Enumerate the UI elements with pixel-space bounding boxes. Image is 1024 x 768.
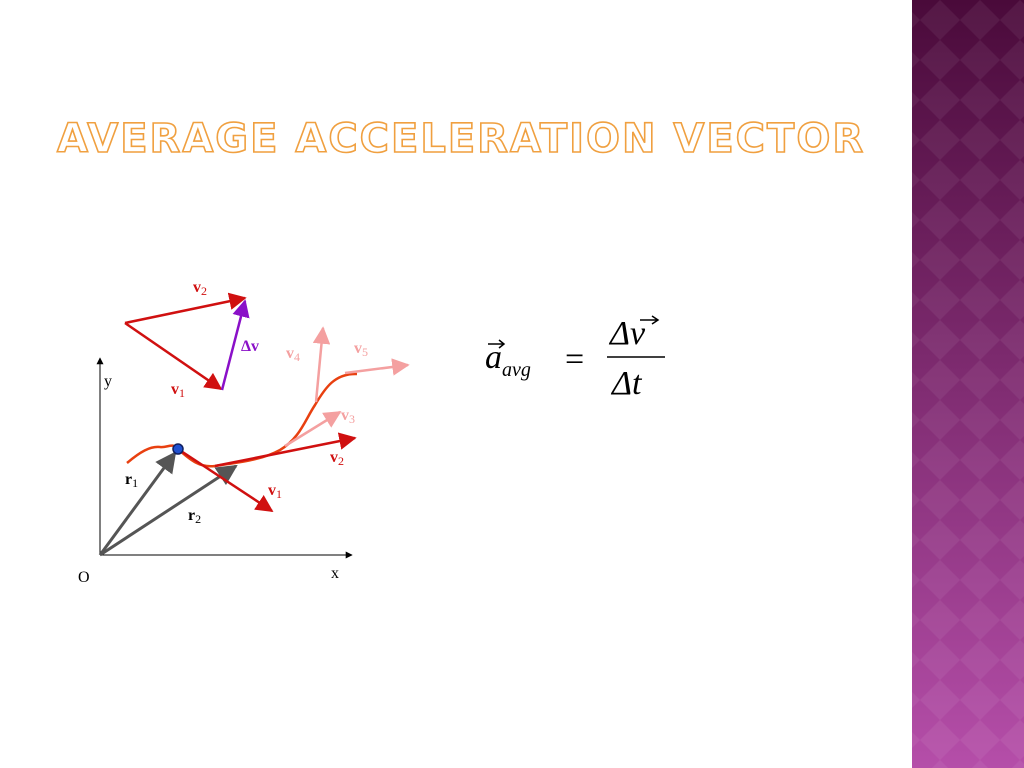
label: v1	[268, 482, 282, 501]
label: v2	[330, 449, 344, 468]
v3-vector	[284, 410, 342, 448]
formula-equals: =	[565, 341, 584, 378]
origin-label: O	[78, 569, 90, 586]
formula-numerator: Δv	[608, 315, 646, 352]
delta-v-vector	[220, 299, 250, 391]
axis-label: x	[331, 565, 339, 582]
v2-vector	[214, 432, 357, 468]
vector-arrow	[640, 315, 660, 325]
slide-title: AVERAGE ACCELERATION VECTOR	[57, 116, 865, 162]
r2-vector	[99, 464, 238, 557]
side-pattern	[912, 0, 1024, 768]
label: v4	[286, 345, 300, 364]
label: v2	[193, 279, 207, 298]
label: r1	[125, 471, 138, 490]
v2-copy	[124, 292, 247, 325]
v5-vector	[344, 358, 410, 376]
label: r2	[188, 507, 201, 526]
diagram: v2 Δv v1 v4 v5 v3 v2 v1 y r1 r2 O x	[78, 279, 410, 586]
vector-arrow	[488, 339, 506, 349]
v4-vector	[312, 326, 331, 403]
label: v3	[341, 407, 355, 426]
v1-copy	[124, 321, 223, 391]
label: Δv	[241, 338, 259, 355]
particle	[172, 443, 184, 455]
label: v1	[171, 381, 185, 400]
r1-vector	[98, 451, 177, 556]
formula-symbol: aavg	[485, 339, 531, 381]
v1-vector	[177, 447, 274, 513]
formula-denominator: Δt	[610, 365, 643, 402]
label: v5	[354, 340, 368, 359]
trajectory	[126, 372, 358, 468]
axis-label: y	[104, 373, 112, 390]
formula: aavg = Δv Δt	[485, 315, 665, 402]
